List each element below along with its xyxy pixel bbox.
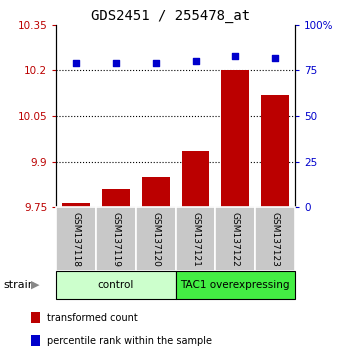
Text: GDS2451 / 255478_at: GDS2451 / 255478_at [91,9,250,23]
Bar [142,177,170,207]
Bar [176,271,295,299]
Bar [31,312,40,323]
Text: strain: strain [3,280,35,290]
Bar [181,151,209,207]
Point [233,53,238,59]
Bar [96,207,136,271]
Bar [255,207,295,271]
Bar [56,207,96,271]
Bar [176,207,216,271]
Bar [62,204,90,207]
Point [153,60,159,66]
Text: GSM137120: GSM137120 [151,212,160,267]
Bar [56,271,176,299]
Point [193,58,198,64]
Bar [216,207,255,271]
Bar [261,95,289,207]
Text: control: control [98,280,134,290]
Text: GSM137118: GSM137118 [72,212,81,267]
Text: ▶: ▶ [31,280,39,290]
Point [272,55,278,61]
Bar [102,189,130,207]
Bar [136,207,176,271]
Text: GSM137123: GSM137123 [270,212,280,267]
Text: GSM137121: GSM137121 [191,212,200,267]
Bar [31,335,40,346]
Text: transformed count: transformed count [47,313,138,322]
Bar [221,70,249,207]
Text: GSM137119: GSM137119 [112,212,120,267]
Point [73,60,79,66]
Text: percentile rank within the sample: percentile rank within the sample [47,336,212,346]
Text: TAC1 overexpressing: TAC1 overexpressing [180,280,290,290]
Point [113,60,119,66]
Text: GSM137122: GSM137122 [231,212,240,267]
